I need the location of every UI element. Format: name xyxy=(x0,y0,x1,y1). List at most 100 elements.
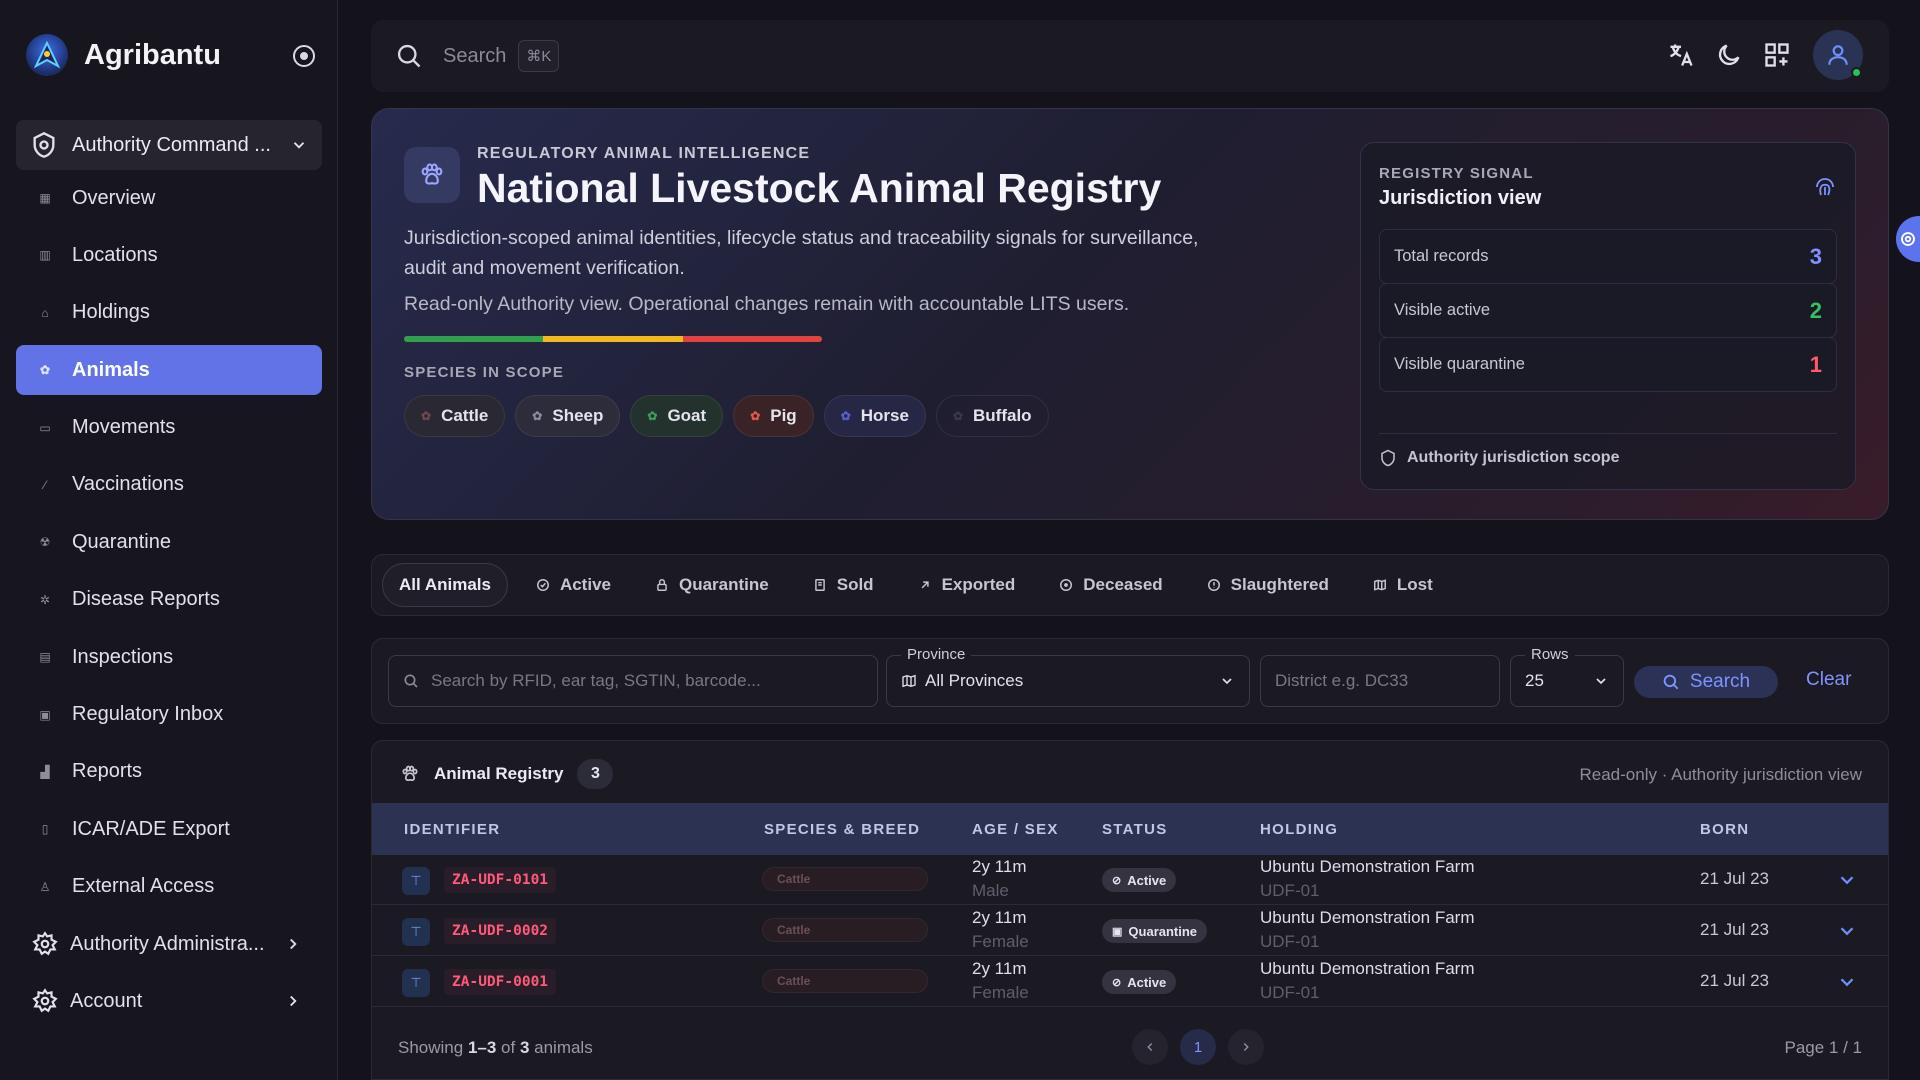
column-header-species[interactable]: SPECIES & BREED xyxy=(764,821,921,838)
district-input[interactable]: District e.g. DC33 xyxy=(1260,655,1500,707)
column-header-holding[interactable]: HOLDING xyxy=(1260,821,1339,838)
chevron-right-icon xyxy=(1243,1042,1249,1052)
chevron-down-icon[interactable] xyxy=(1836,920,1858,942)
target-icon[interactable] xyxy=(292,44,316,68)
animal-identifier[interactable]: ZA-UDF-0101 xyxy=(444,867,557,893)
tab-sold[interactable]: Sold xyxy=(797,563,890,607)
settings-drawer-toggle[interactable] xyxy=(1896,216,1920,262)
animal-sex: Female xyxy=(972,983,1029,1002)
sidebar-item-vaccinations[interactable]: ⁄ Vaccinations xyxy=(16,460,322,510)
holding-name: Ubuntu Demonstration Farm xyxy=(1260,857,1475,876)
sidebar-item-animals[interactable]: ✿ Animals xyxy=(16,345,322,396)
species-chip-goat[interactable]: ✿ Goat xyxy=(630,395,724,437)
born-date: 21 Jul 23 xyxy=(1700,869,1769,888)
registry-header: Animal Registry 3 xyxy=(400,759,614,789)
table-row[interactable]: ⊤ ZA-UDF-0101 Cattle 2y 11m Male ⊘ Active… xyxy=(372,855,1888,905)
syringe-icon: ⁄ xyxy=(43,477,46,492)
translate-icon[interactable] xyxy=(1667,41,1695,69)
goat-icon: ✿ xyxy=(647,409,658,423)
sidebar-item-holdings[interactable]: ⌂ Holdings xyxy=(16,288,322,338)
species-chip-cattle[interactable]: ✿ Cattle xyxy=(404,395,506,437)
holding-name: Ubuntu Demonstration Farm xyxy=(1260,908,1475,927)
global-search-input[interactable]: Search xyxy=(443,44,507,67)
buffalo-icon: ✿ xyxy=(952,409,964,423)
province-select[interactable]: Province All Provinces xyxy=(886,646,1250,707)
metric-label: Visible quarantine xyxy=(1394,355,1525,373)
tab-active[interactable]: Active xyxy=(520,563,627,607)
animal-identifier[interactable]: ZA-UDF-0002 xyxy=(444,918,557,944)
pagination: 1 xyxy=(1132,1029,1276,1065)
alert-circle-icon xyxy=(1207,579,1220,591)
species-chip-sheep[interactable]: ✿ Sheep xyxy=(515,395,621,437)
sidebar-item-quarantine[interactable]: ☢ Quarantine xyxy=(16,517,322,567)
tab-deceased[interactable]: Deceased xyxy=(1043,563,1178,607)
column-header-age-sex[interactable]: AGE / SEX xyxy=(972,821,1059,838)
search-icon xyxy=(404,674,418,688)
next-page-button[interactable] xyxy=(1228,1029,1264,1065)
sidebar-item-regulatory-inbox[interactable]: ▣ Regulatory Inbox xyxy=(16,690,322,740)
metric-label: Visible active xyxy=(1394,301,1490,319)
tab-label: Deceased xyxy=(1083,575,1163,594)
metric-total-records: Total records 3 xyxy=(1379,229,1837,284)
animal-identifier[interactable]: ZA-UDF-0001 xyxy=(444,969,557,995)
sidebar-item-movements[interactable]: ▭ Movements xyxy=(16,403,322,453)
sidebar-group-authority-administration[interactable]: Authority Administra... xyxy=(16,919,322,969)
chevron-down-icon[interactable] xyxy=(1836,971,1858,993)
species-chip-label: Cattle xyxy=(441,406,489,425)
summary-mid: of xyxy=(496,1038,520,1057)
tab-quarantine[interactable]: Quarantine xyxy=(639,563,785,607)
sidebar-item-overview[interactable]: ▦ Overview xyxy=(16,173,322,223)
apps-grid-icon[interactable] xyxy=(1763,41,1791,69)
jurisdiction-scope-label: Authority jurisdiction scope xyxy=(1407,449,1620,466)
species-chip-buffalo[interactable]: ✿ Buffalo xyxy=(935,395,1049,437)
species-chip-horse[interactable]: ✿ Horse xyxy=(823,395,926,437)
registry-meta: Read-only · Authority jurisdiction view xyxy=(1579,765,1862,784)
chevron-down-icon xyxy=(1596,678,1606,685)
sidebar-group-account[interactable]: Account xyxy=(16,976,322,1026)
search-button[interactable]: Search xyxy=(1634,666,1778,698)
chevron-down-icon[interactable] xyxy=(1836,869,1858,891)
status-label: Active xyxy=(1127,974,1167,990)
page-button-current[interactable]: 1 xyxy=(1180,1029,1216,1065)
authority-command-select[interactable]: Authority Command ... xyxy=(16,120,322,170)
topbar-actions xyxy=(1647,30,1863,80)
previous-page-button[interactable] xyxy=(1132,1029,1168,1065)
authority-command-label: Authority Command ... xyxy=(72,133,271,156)
sidebar-item-label: Locations xyxy=(72,243,158,266)
sidebar-item-inspections[interactable]: ▤ Inspections xyxy=(16,632,322,682)
table-row[interactable]: ⊤ ZA-UDF-0002 Cattle 2y 11m Female ▣ Quar… xyxy=(372,906,1888,956)
gear-icon xyxy=(32,988,58,1013)
moon-icon[interactable] xyxy=(1715,41,1743,69)
jurisdiction-scope: Authority jurisdiction scope xyxy=(1379,449,1619,467)
column-header-identifier[interactable]: IDENTIFIER xyxy=(404,821,501,838)
sidebar-item-disease-reports[interactable]: ✲ Disease Reports xyxy=(16,575,322,625)
tab-slaughtered[interactable]: Slaughtered xyxy=(1191,563,1345,607)
sidebar-item-icar-export[interactable]: ▯ ICAR/ADE Export xyxy=(16,804,322,854)
tab-label: Lost xyxy=(1396,575,1433,594)
animal-sex: Male xyxy=(972,881,1009,900)
tab-lost[interactable]: Lost xyxy=(1357,563,1449,607)
animal-age: 2y 11m xyxy=(972,908,1027,927)
sidebar-group-label: Account xyxy=(70,989,143,1012)
brand[interactable]: Agribantu xyxy=(26,34,221,76)
registry-search-input[interactable]: Search by RFID, ear tag, SGTIN, barcode.… xyxy=(388,655,878,707)
paw-icon xyxy=(404,147,460,203)
search-shortcut-badge: ⌘K xyxy=(518,40,560,72)
search-icon[interactable] xyxy=(395,42,423,70)
rows-select[interactable]: Rows 25 xyxy=(1510,646,1624,707)
chevron-down-icon xyxy=(1222,678,1232,685)
sidebar-item-label: Regulatory Inbox xyxy=(72,703,224,726)
sidebar-item-external-access[interactable]: ♙ External Access xyxy=(16,862,322,912)
table-row[interactable]: ⊤ ZA-UDF-0001 Cattle 2y 11m Female ⊘ Acti… xyxy=(372,957,1888,1007)
tab-exported[interactable]: Exported xyxy=(902,563,1032,607)
species-chip-pig[interactable]: ✿ Pig xyxy=(733,395,814,437)
tab-all-animals[interactable]: All Animals xyxy=(382,563,508,607)
user-avatar[interactable] xyxy=(1813,30,1863,80)
sidebar-item-locations[interactable]: ▥ Locations xyxy=(16,230,322,280)
metric-value: 2 xyxy=(1809,297,1822,323)
column-header-born[interactable]: BORN xyxy=(1700,821,1750,838)
clear-button[interactable]: Clear xyxy=(1806,669,1852,690)
sidebar-item-reports[interactable]: ▟ Reports xyxy=(16,747,322,797)
column-header-status[interactable]: STATUS xyxy=(1102,821,1168,838)
home-icon: ⌂ xyxy=(41,305,49,320)
